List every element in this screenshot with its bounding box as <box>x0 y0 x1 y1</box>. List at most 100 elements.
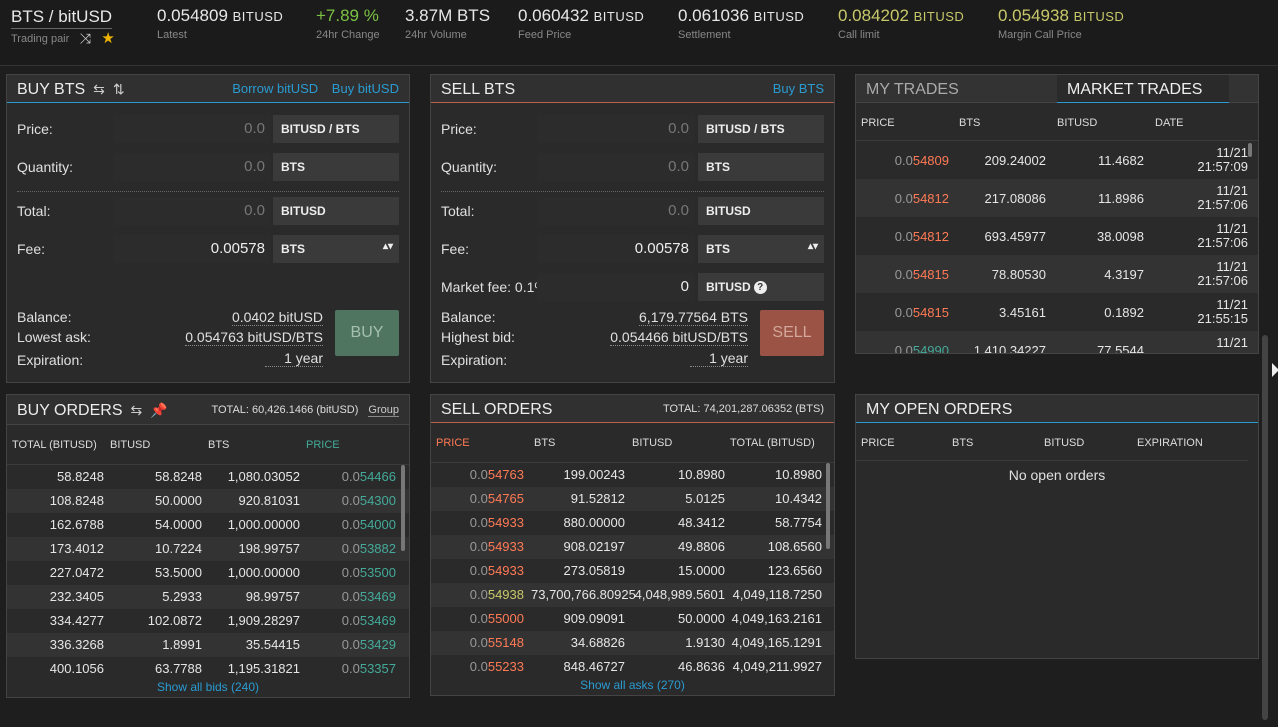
market-fee-unit: bitUSD? <box>698 273 824 301</box>
table-row[interactable]: 0.055148 34.68826 1.9130 4,049,165.1291 <box>431 631 834 655</box>
trades-tabs: MY TRADES MARKET TRADES <box>856 75 1258 103</box>
stat-change: +7.89 % 24hr Change <box>316 6 380 41</box>
table-row[interactable]: 173.4012 10.7224 198.99757 0.053882 <box>7 537 409 561</box>
buy-bts-link[interactable]: Buy BTS <box>772 81 824 96</box>
table-row[interactable]: 0.054765 91.52812 5.0125 10.4342 <box>431 487 834 511</box>
table-row[interactable]: 0.054933 908.02197 49.8806 108.6560 <box>431 535 834 559</box>
cell: 3.45161 <box>999 305 1046 320</box>
sell-balance-value[interactable]: 6,179.77564 BTS <box>639 309 748 326</box>
swap-icon[interactable]: ⇆ <box>130 402 143 418</box>
table-row[interactable]: 0.054812 217.08086 11.8986 11/21 21:57:06 <box>856 179 1258 217</box>
flip-icon[interactable]: ⇅ <box>112 81 125 97</box>
cell: 4.3197 <box>1104 267 1144 282</box>
divider <box>17 191 399 192</box>
table-row[interactable]: 0.054933 273.05819 15.0000 123.6560 <box>431 559 834 583</box>
cell: 77.5544 <box>1097 343 1144 354</box>
cell: 1,909.28297 <box>227 613 300 628</box>
cell: 10.8980 <box>775 467 822 482</box>
price-cell: 0.055000 <box>469 611 524 626</box>
table-row[interactable]: 0.054763 199.00243 10.8980 10.8980 <box>431 463 834 487</box>
cell: 63.7788 <box>155 661 202 676</box>
buy-qty-input[interactable]: 0.0 <box>113 153 271 181</box>
sell-qty-input[interactable]: 0.0 <box>537 153 695 181</box>
table-header: PRICE BTS bitUSD EXPIRATION <box>856 423 1248 461</box>
buy-total-input[interactable]: 0.0 <box>113 197 271 225</box>
help-icon[interactable]: ? <box>753 281 767 295</box>
scrollbar[interactable] <box>1248 143 1252 157</box>
pin-icon[interactable]: 📌 <box>150 402 168 418</box>
open-orders-title: MY OPEN ORDERS <box>866 401 1013 418</box>
cell: 1,080.03052 <box>227 469 300 484</box>
table-row[interactable]: 108.8248 50.0000 920.81031 0.054300 <box>7 489 409 513</box>
table-row[interactable]: 0.054990 1,410.34227 77.5544 11/21 <box>856 331 1258 354</box>
table-row[interactable]: 58.8248 58.8248 1,080.03052 0.054466 <box>7 465 409 489</box>
scrollbar[interactable] <box>401 465 405 551</box>
cell: 78.80530 <box>991 267 1046 282</box>
tab-my-trades[interactable]: MY TRADES <box>866 81 959 98</box>
price-cell: 0.054466 <box>341 469 396 484</box>
group-button[interactable]: Group <box>368 404 399 417</box>
price-cell: 0.054933 <box>469 563 524 578</box>
sell-button[interactable]: SELL <box>760 310 824 356</box>
cell: 173.4012 <box>49 541 104 556</box>
date-cell: 11/21 21:55:15 <box>1197 297 1248 326</box>
table-row[interactable]: 336.3268 1.8991 35.54415 0.053429 <box>7 633 409 657</box>
price-cell: 0.054812 <box>894 191 949 206</box>
tab-market-trades[interactable]: MARKET TRADES <box>1057 75 1229 103</box>
price-cell: 0.053357 <box>341 661 396 676</box>
show-all-asks-link[interactable]: Show all asks (270) <box>580 678 685 692</box>
table-row[interactable]: 0.054815 3.45161 0.1892 11/21 21:55:15 <box>856 293 1258 331</box>
highest-bid-value[interactable]: 0.054466 bitUSD/BTS <box>610 329 748 346</box>
table-header: PRICE BTS bitUSD DATE <box>856 103 1258 141</box>
table-row[interactable]: 232.3405 5.2933 98.99757 0.053469 <box>7 585 409 609</box>
table-row[interactable]: 0.054809 209.24002 11.4682 11/21 21:57:09 <box>856 141 1258 179</box>
buy-panel-header: BUY BTS ⇆ ⇅ Borrow bitUSD Buy bitUSD <box>7 75 409 103</box>
cell: 1,410.34227 <box>973 343 1046 354</box>
price-cell: 0.055148 <box>469 635 524 650</box>
swap-icon[interactable]: ⇆ <box>93 81 105 97</box>
cell: 1.8991 <box>162 637 202 652</box>
date-cell: 11/21 21:57:06 <box>1197 183 1248 212</box>
table-row[interactable]: 0.054933 880.00000 48.3412 58.7754 <box>431 511 834 535</box>
buy-orders-title: BUY ORDERS <box>17 402 123 419</box>
table-row[interactable]: 0.055233 848.46727 46.8636 4,049,211.9927 <box>431 655 834 679</box>
cell: 11.8986 <box>1097 191 1144 206</box>
sell-price-input[interactable]: 0.0 <box>537 115 695 143</box>
borrow-link[interactable]: Borrow bitUSD <box>232 81 319 96</box>
pair-value[interactable]: BTS / bitUSD <box>11 7 113 29</box>
table-row[interactable]: 162.6788 54.0000 1,000.00000 0.054000 <box>7 513 409 537</box>
show-all-bids-link[interactable]: Show all bids (240) <box>156 680 260 694</box>
cell: 880.00000 <box>563 515 625 530</box>
price-cell: 0.054938 <box>469 587 524 602</box>
scrollbar[interactable] <box>826 463 830 549</box>
table-row[interactable]: 0.054938 73,700,766.80925 4,048,989.5601 4,… <box>431 583 834 607</box>
trading-pair[interactable]: BTS / bitUSD Trading pair ⤨ ★ <box>11 7 115 47</box>
buy-button[interactable]: BUY <box>335 310 399 356</box>
shuffle-icon[interactable]: ⤨ <box>79 29 91 46</box>
table-row[interactable]: 400.1056 63.7788 1,195.31821 0.053357 <box>7 657 409 681</box>
table-row[interactable]: 227.0472 53.5000 1,000.00000 0.053500 <box>7 561 409 585</box>
page-scrollbar[interactable] <box>1262 335 1268 720</box>
sell-total-input[interactable]: 0.0 <box>537 197 695 225</box>
table-row[interactable]: 0.054815 78.80530 4.3197 11/21 21:57:06 <box>856 255 1258 293</box>
star-icon[interactable]: ★ <box>101 30 115 47</box>
cell: 4,049,211.9927 <box>732 659 822 674</box>
sell-expiration-select[interactable]: 1 year <box>690 350 748 367</box>
table-row[interactable]: 334.4277 102.0872 1,909.28297 0.053469 <box>7 609 409 633</box>
buy-fee-select[interactable]: BTS ▴▾ <box>273 235 399 263</box>
price-cell: 0.053429 <box>341 637 396 652</box>
table-row[interactable]: 0.055000 909.09091 50.0000 4,049,163.2161 <box>431 607 834 631</box>
cell: 232.3405 <box>49 589 104 604</box>
buy-balance-value[interactable]: 0.0402 bitUSD <box>231 309 323 326</box>
cell: 1,195.31821 <box>227 661 300 676</box>
buy-usd-link[interactable]: Buy bitUSD <box>331 81 399 96</box>
cell: 102.0872 <box>147 613 202 628</box>
price-cell: 0.054763 <box>469 467 524 482</box>
table-row[interactable]: 0.054812 693.45977 38.0098 11/21 21:57:06 <box>856 217 1258 255</box>
cell: 73,700,766.80925 <box>531 587 636 602</box>
sell-fee-select[interactable]: BTS ▴▾ <box>698 235 824 263</box>
buy-expiration-select[interactable]: 1 year <box>265 350 323 367</box>
lowest-ask-value[interactable]: 0.054763 bitUSD/BTS <box>185 329 323 346</box>
stat-feed-price: 0.060432 bitUSD Feed Price <box>518 6 645 41</box>
buy-price-input[interactable]: 0.0 <box>113 115 271 143</box>
